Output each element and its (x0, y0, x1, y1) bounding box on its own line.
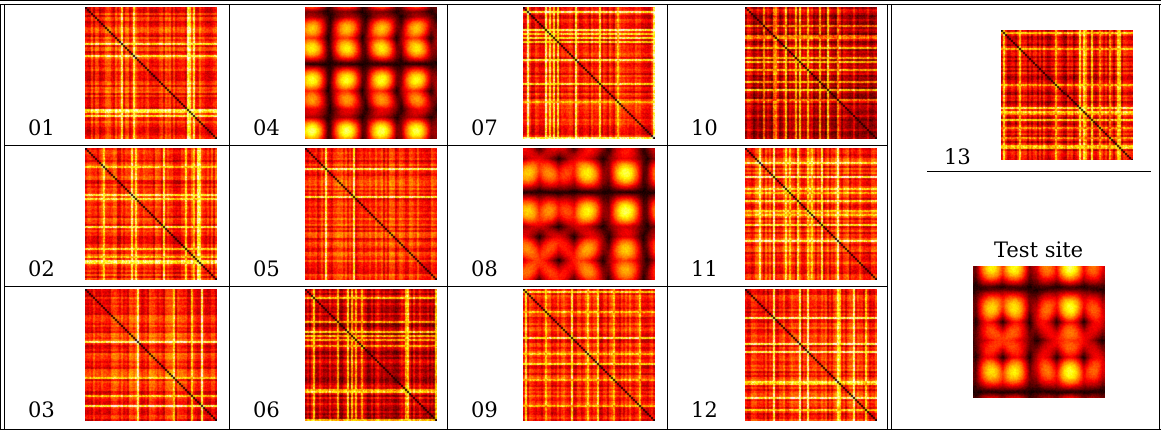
test-site-title: Test site (994, 238, 1084, 262)
site-cell: 01 (5, 5, 229, 145)
left-rule-outer (0, 4, 1, 430)
top-rule-inner (0, 4, 1161, 5)
similarity-matrix (745, 148, 877, 280)
similarity-matrix (85, 7, 217, 139)
similarity-matrix (305, 7, 437, 139)
site-cell: 03 (5, 287, 229, 427)
site-label: 03 (28, 398, 55, 422)
site-label: 12 (691, 398, 718, 422)
site-cell: 08 (448, 146, 667, 286)
col-divider-4a (887, 4, 888, 430)
site-cell: 05 (230, 146, 447, 286)
similarity-matrix (85, 148, 217, 280)
site-cell: 12 (668, 287, 887, 427)
similarity-matrix (305, 148, 437, 280)
site-label: 02 (28, 257, 55, 281)
similarity-matrix-13 (1001, 30, 1133, 160)
site-cell: 11 (668, 146, 887, 286)
similarity-matrix (523, 7, 655, 139)
site-label: 06 (253, 398, 280, 422)
site-label-13: 13 (944, 145, 971, 169)
site-label: 05 (253, 257, 280, 281)
site-label: 01 (28, 116, 55, 140)
site-label: 04 (253, 116, 280, 140)
site-cell: 10 (668, 5, 887, 145)
side-divider (927, 171, 1151, 172)
similarity-matrix (523, 148, 655, 280)
bottom-rule (0, 429, 1161, 430)
col-divider-2 (447, 4, 448, 430)
site-label: 08 (471, 257, 498, 281)
site-label: 10 (691, 116, 718, 140)
col-divider-1 (229, 4, 230, 430)
similarity-matrix (305, 289, 437, 421)
site-cell: 06 (230, 287, 447, 427)
site-label: 11 (691, 257, 718, 281)
site-cell: 02 (5, 146, 229, 286)
similarity-matrix (745, 7, 877, 139)
similarity-matrix (85, 289, 217, 421)
similarity-matrix (523, 289, 655, 421)
site-label: 07 (471, 116, 498, 140)
row-divider-2 (4, 286, 888, 287)
site-cell: 04 (230, 5, 447, 145)
site-cell: 09 (448, 287, 667, 427)
top-rule-outer (0, 0, 1161, 1)
row-divider-1 (4, 145, 888, 146)
site-cell: 07 (448, 5, 667, 145)
similarity-matrix (745, 289, 877, 421)
site-label: 09 (471, 398, 498, 422)
left-rule-inner (4, 4, 5, 430)
right-rule (1159, 4, 1160, 430)
col-divider-3 (667, 4, 668, 430)
col-divider-4b (891, 4, 892, 430)
similarity-matrix-test-site (973, 266, 1105, 398)
